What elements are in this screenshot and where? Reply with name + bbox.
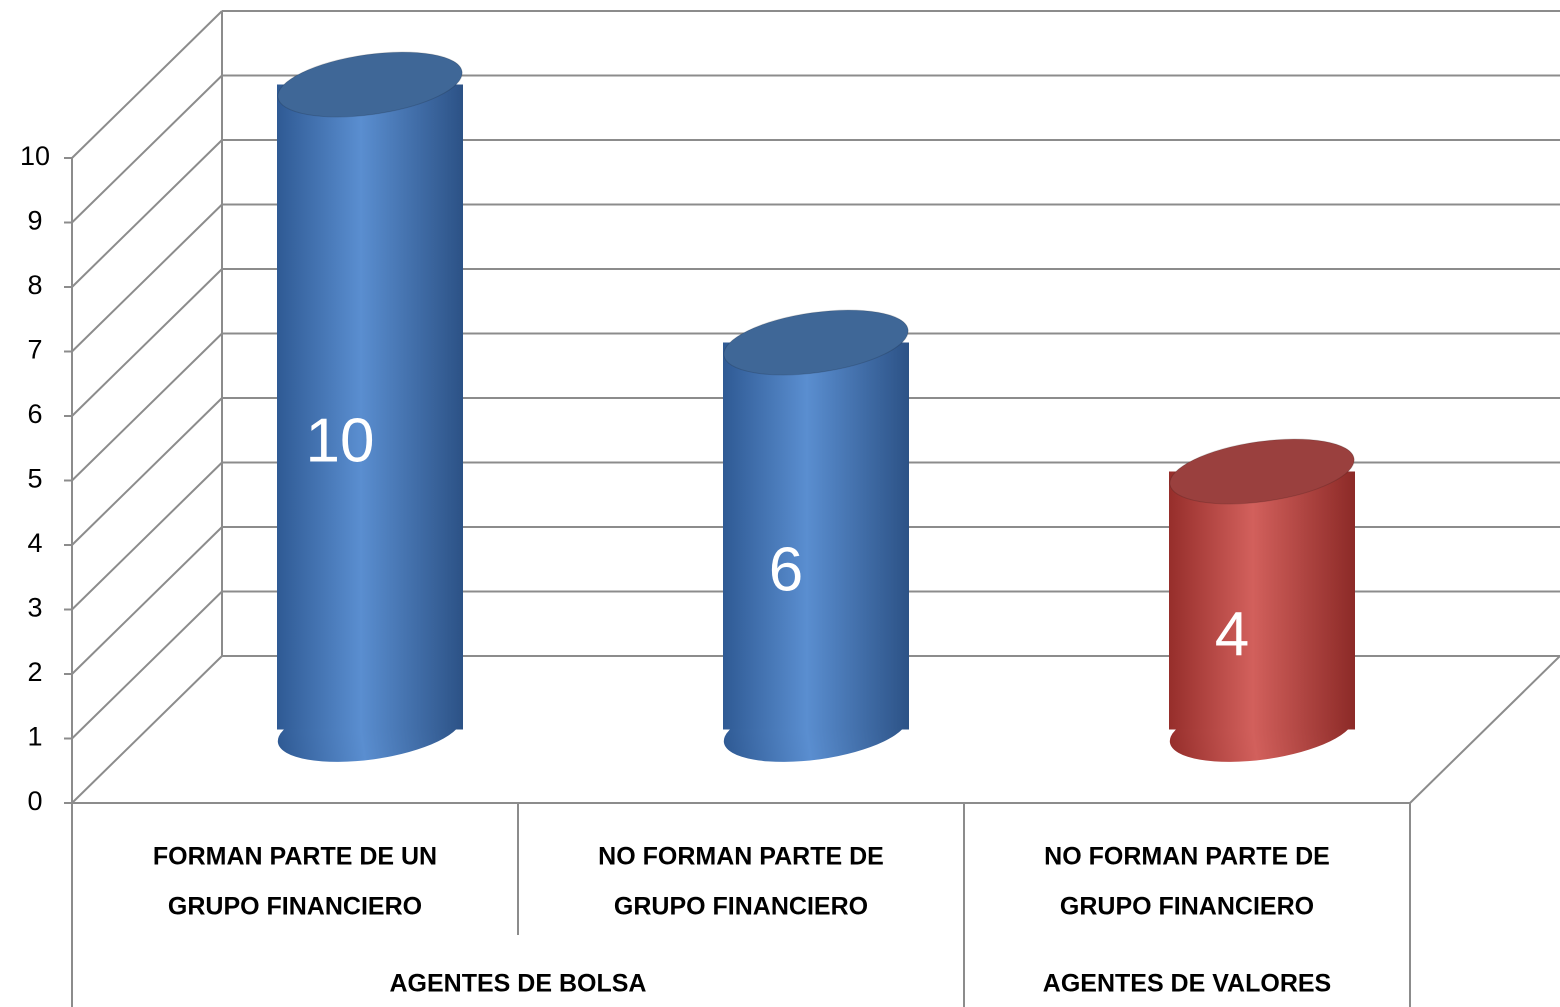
group-label: AGENTES DE BOLSA — [390, 970, 647, 998]
y-tick-label: 1 — [27, 722, 42, 752]
x-tick-label: GRUPO FINANCIERO — [168, 893, 422, 921]
x-tick-label: GRUPO FINANCIERO — [1060, 893, 1314, 921]
x-tick-label: FORMAN PARTE DE UN — [153, 843, 437, 871]
y-tick-label: 7 — [27, 335, 42, 365]
grid-line-side — [71, 655, 223, 804]
grid-line-side — [71, 268, 223, 417]
grid-line-side — [71, 139, 223, 288]
grid-line-side — [71, 74, 223, 224]
bar-body — [1169, 471, 1355, 730]
value-label: 10 — [306, 406, 375, 475]
y-tick-label: 0 — [27, 786, 42, 816]
bar-top — [723, 309, 909, 376]
grid-line-side — [71, 590, 223, 740]
bar-body — [277, 84, 463, 730]
y-tick-label: 10 — [20, 141, 50, 171]
bar-body — [723, 342, 909, 730]
y-tick-label: 9 — [27, 206, 42, 236]
y-tick-label: 5 — [27, 464, 42, 494]
grid-line-side — [71, 203, 223, 353]
x-tick-label: NO FORMAN PARTE DE — [598, 843, 884, 871]
floor-right — [1409, 655, 1560, 804]
value-label: 6 — [769, 535, 803, 604]
x-tick-label: GRUPO FINANCIERO — [614, 893, 868, 921]
y-tick-label: 2 — [27, 657, 42, 687]
y-tick-label: 3 — [27, 593, 42, 623]
grid-line-side — [71, 526, 223, 675]
bar-top — [1169, 438, 1355, 505]
x-tick-label: NO FORMAN PARTE DE — [1044, 843, 1330, 871]
value-label: 4 — [1215, 600, 1249, 669]
bar — [277, 51, 463, 762]
group-label: AGENTES DE VALORES — [1043, 970, 1331, 998]
grid-line-side — [71, 10, 223, 159]
y-tick-label: 4 — [27, 528, 42, 558]
grid-line-side — [71, 332, 223, 482]
grid-line-side — [71, 461, 223, 611]
y-tick-label: 6 — [27, 399, 42, 429]
y-tick-label: 8 — [27, 270, 42, 300]
bar — [1169, 438, 1355, 762]
bar-top — [277, 51, 463, 118]
bar — [723, 309, 909, 762]
grid-line-side — [71, 397, 223, 546]
